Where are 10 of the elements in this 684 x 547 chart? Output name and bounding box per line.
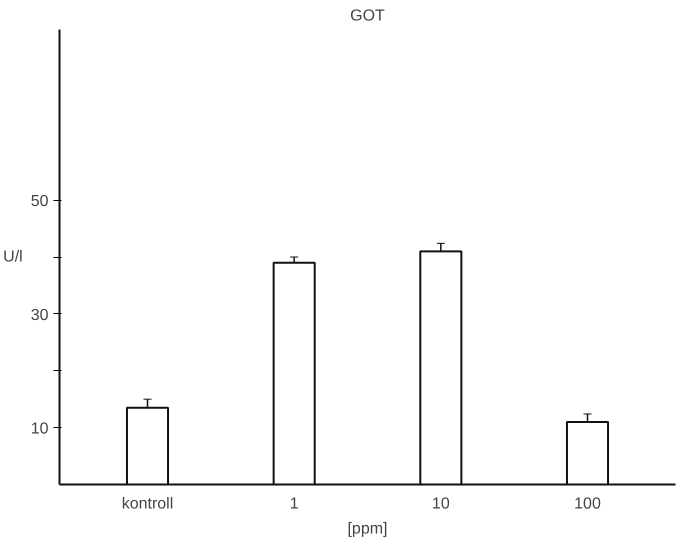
x-tick-label: 100 bbox=[574, 496, 601, 512]
y-axis-title: U/l bbox=[3, 248, 23, 266]
x-axis-title: [ppm] bbox=[347, 520, 388, 538]
chart-title: GOT bbox=[350, 8, 386, 24]
x-tick-label: kontroll bbox=[122, 496, 174, 512]
x-tick-label: 1 bbox=[290, 496, 299, 512]
y-tick-label: 10 bbox=[30, 420, 49, 438]
x-tick-label: 10 bbox=[432, 496, 450, 512]
y-tick-label: 50 bbox=[30, 193, 49, 210]
y-tick-label: 30 bbox=[30, 306, 49, 324]
